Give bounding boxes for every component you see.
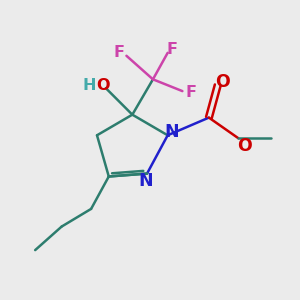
Text: O: O (96, 78, 110, 93)
Text: F: F (114, 45, 124, 60)
Text: O: O (215, 73, 230, 91)
Text: F: F (167, 42, 178, 57)
Text: N: N (138, 172, 153, 190)
Text: O: O (237, 137, 252, 155)
Text: F: F (186, 85, 197, 100)
Text: H: H (83, 78, 96, 93)
Text: N: N (165, 123, 179, 141)
